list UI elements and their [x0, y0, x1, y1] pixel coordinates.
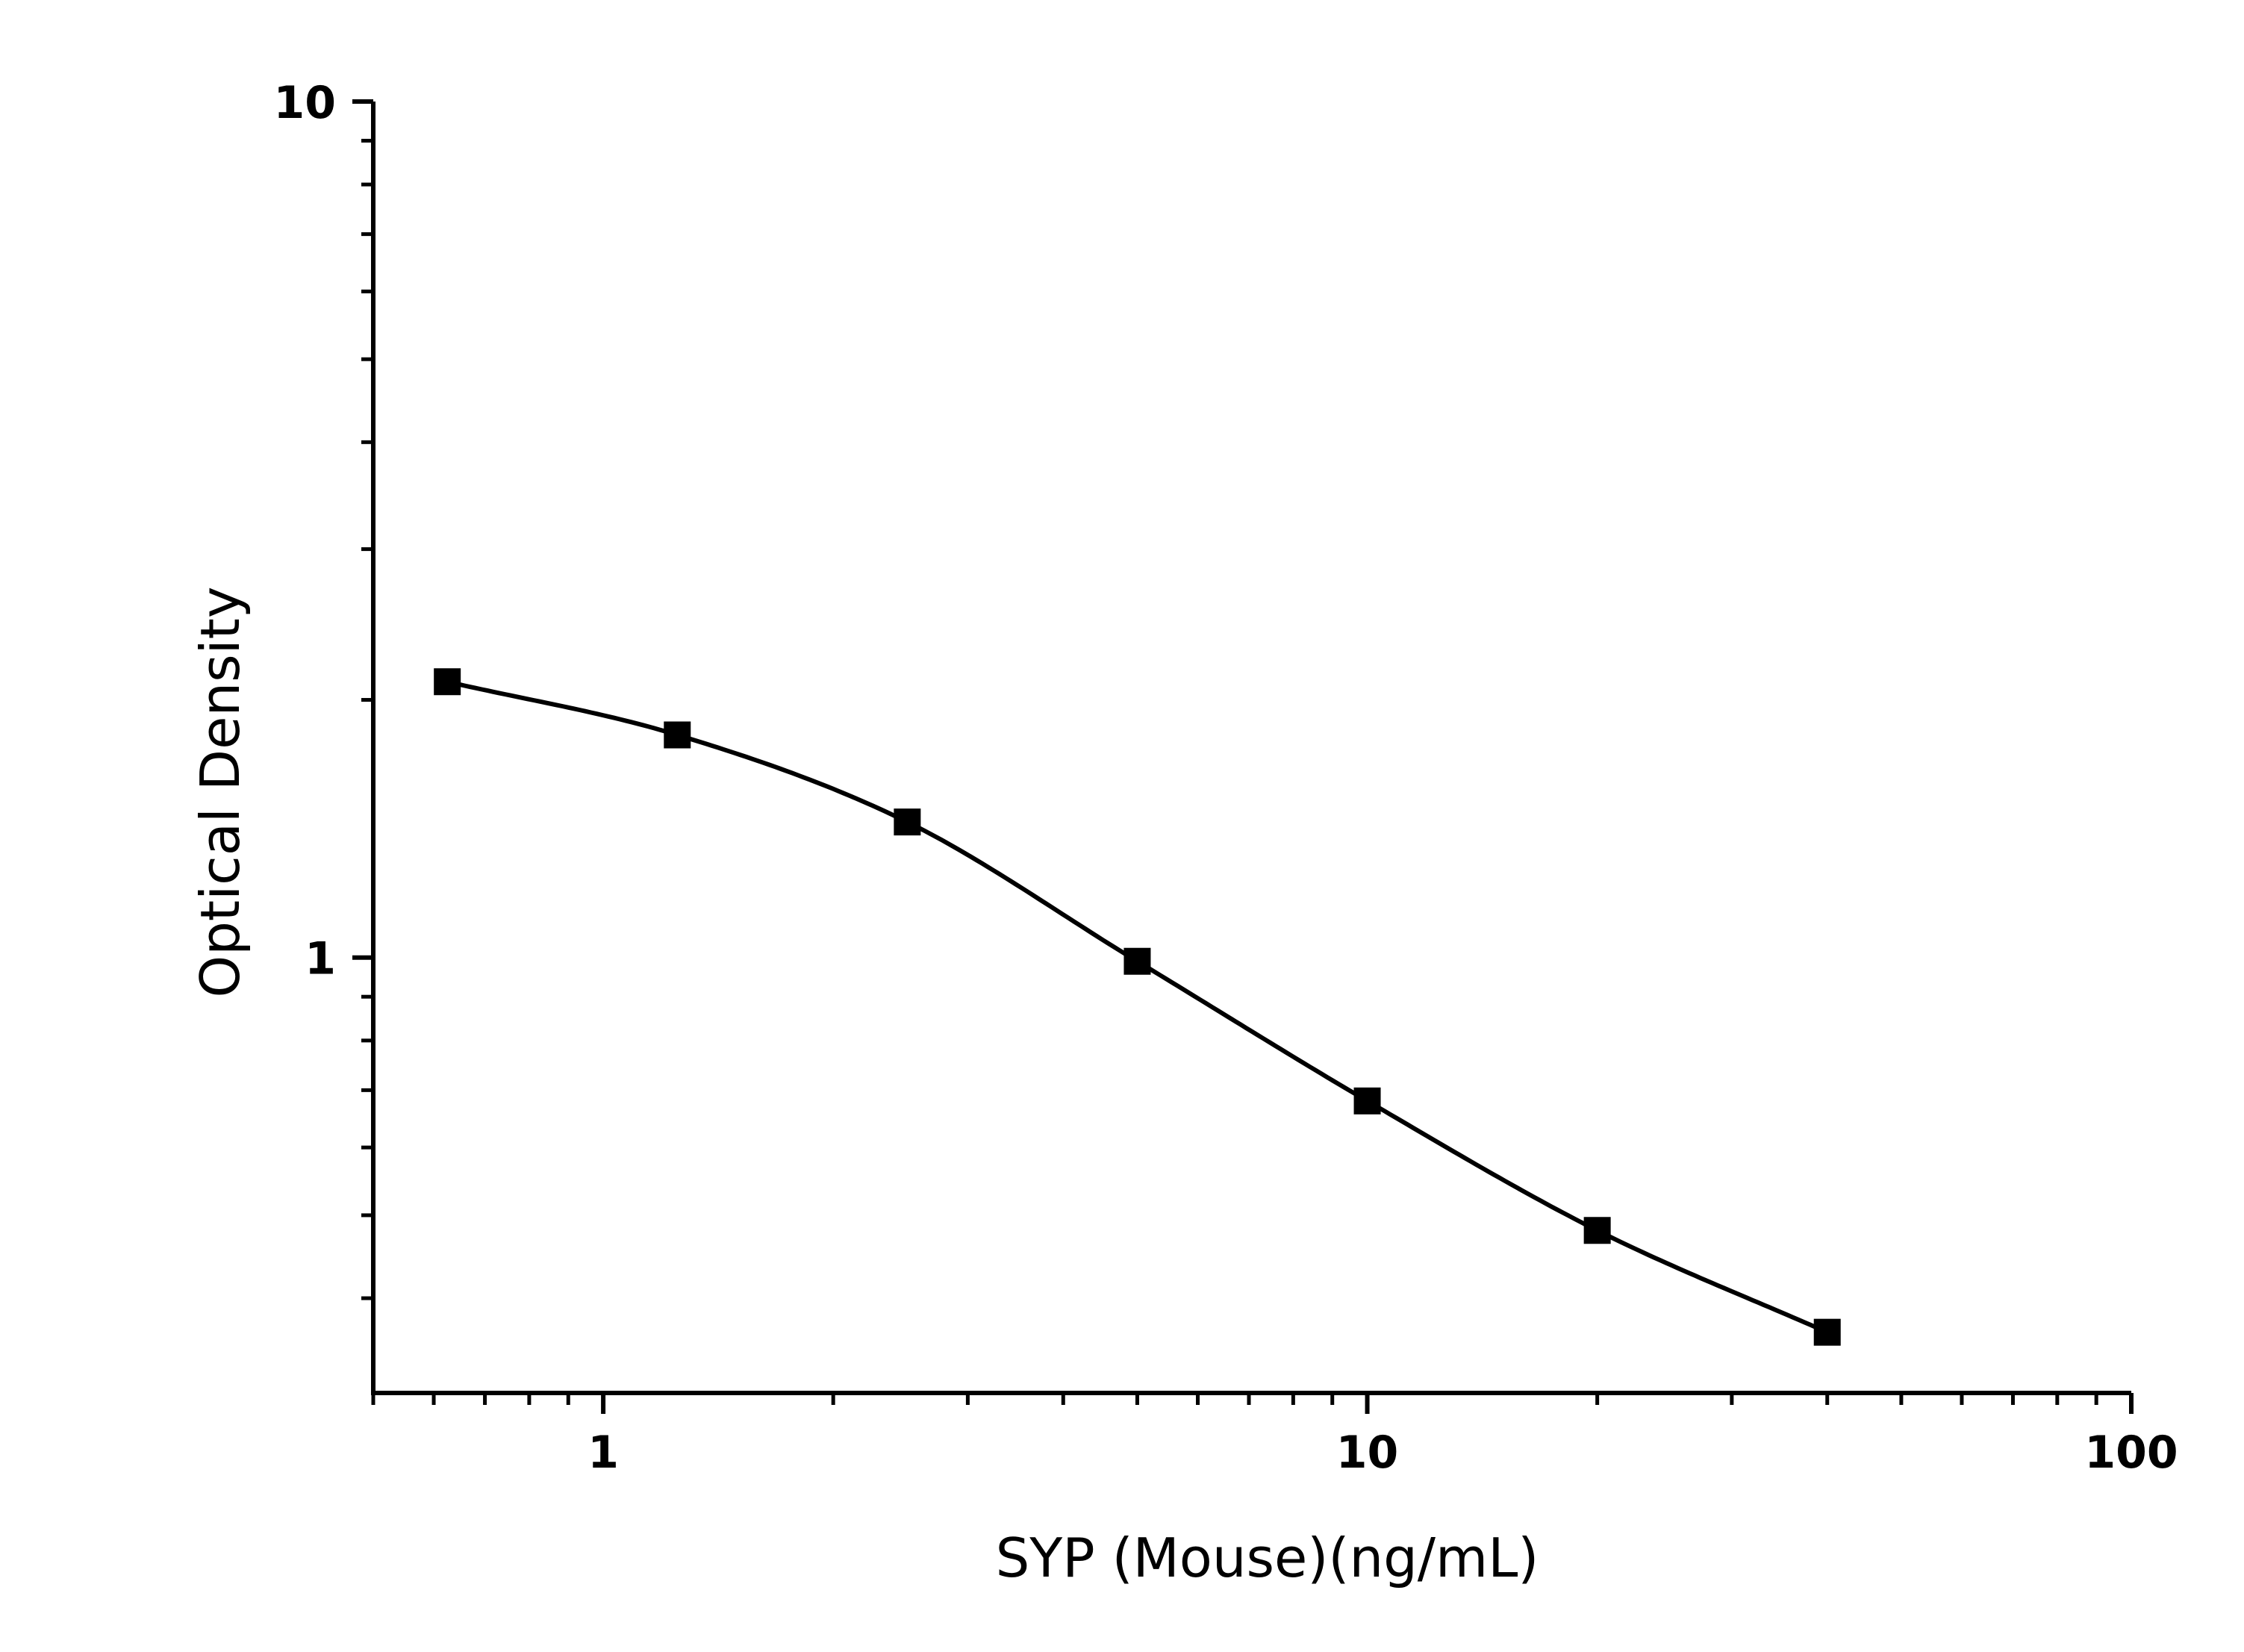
- axes: 1 10 100 1 10: [274, 77, 2178, 1479]
- x-tick-label: 100: [2084, 1427, 2178, 1479]
- data-point-marker: [434, 668, 461, 696]
- fitted-curve-line: [446, 679, 1828, 1335]
- y-minor-ticks: [361, 138, 373, 1300]
- data-point-marker: [664, 721, 691, 749]
- data-point-marker: [1353, 1087, 1381, 1115]
- x-tick-label: 10: [1336, 1427, 1399, 1479]
- x-major-ticks: 1 10 100: [588, 1393, 2178, 1479]
- x-minor-ticks: [371, 1393, 2098, 1405]
- data-point-marker: [1123, 947, 1151, 975]
- x-tick-label: 1: [588, 1427, 619, 1479]
- y-tick-label: 1: [305, 933, 336, 985]
- data-points: [434, 668, 1841, 1346]
- y-tick-label: 10: [274, 77, 337, 129]
- data-point-marker: [894, 808, 921, 836]
- data-point-marker: [1583, 1217, 1611, 1244]
- y-axis-title: Optical Density: [189, 587, 252, 998]
- y-major-ticks: 1 10: [274, 77, 373, 985]
- x-axis-title: SYP (Mouse)(ng/mL): [996, 1527, 1539, 1589]
- data-point-marker: [1813, 1318, 1841, 1346]
